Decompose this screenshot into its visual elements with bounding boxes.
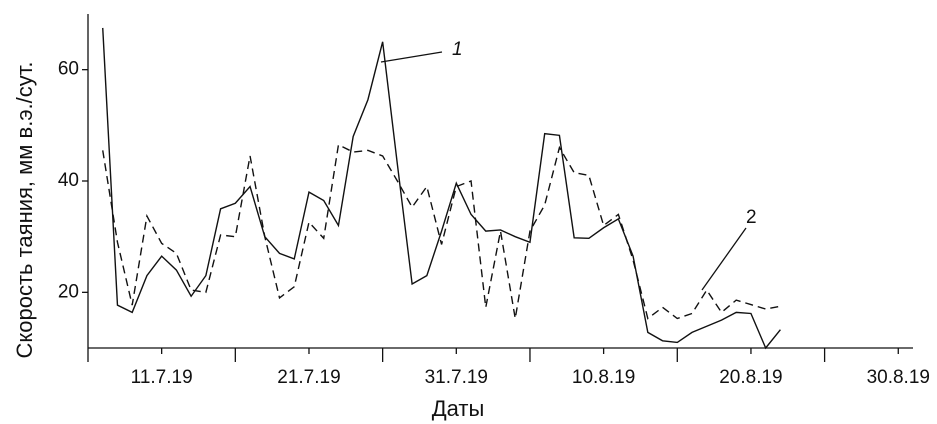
x-tick-label: 20.8.19	[719, 367, 782, 388]
series-label: 1	[452, 39, 463, 60]
y-tick-label: 20	[58, 281, 79, 302]
x-tick-label: 31.7.19	[425, 367, 488, 388]
x-tick-label: 30.8.19	[867, 367, 930, 388]
series-label: 2	[746, 207, 757, 228]
y-tick-label: 60	[58, 59, 79, 80]
x-tick-label: 10.8.19	[572, 367, 635, 388]
x-axis-label: Даты	[432, 396, 485, 421]
y-axis-label: Скорость таяния, мм в.э./сут.	[12, 61, 37, 358]
leader-line	[380, 51, 443, 63]
series-line	[102, 143, 781, 320]
leader-line	[701, 227, 747, 291]
x-tick-label: 11.7.19	[131, 367, 193, 388]
x-tick-label: 21.7.19	[277, 367, 340, 388]
y-tick-label: 40	[58, 170, 79, 191]
series-line	[102, 27, 781, 350]
